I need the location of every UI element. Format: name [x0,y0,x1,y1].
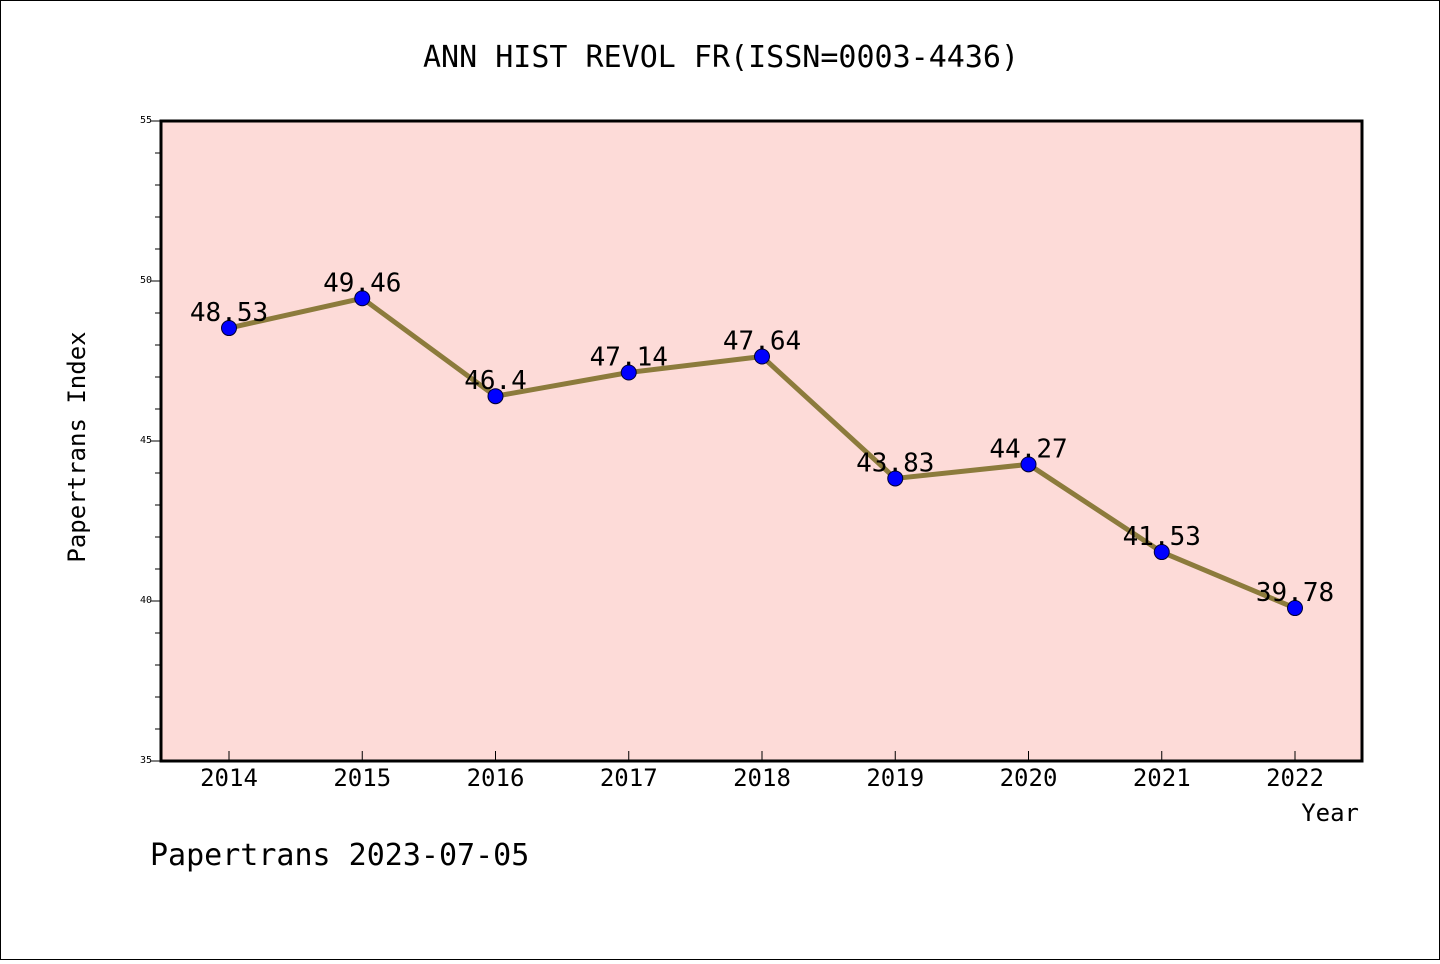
x-tick-label: 2022 [1266,764,1324,792]
plot-border [159,119,1364,763]
data-label: 49.46 [323,268,401,298]
x-tick-label: 2016 [467,764,525,792]
y-tick-label: 40 [140,595,152,606]
data-point [754,348,770,365]
y-axis: 35 40 45 50 55 [140,115,161,766]
data-label: 47.64 [723,327,801,357]
y-tick-label: 55 [140,115,152,126]
data-label: 41.53 [1123,522,1201,552]
data-label: 43.83 [856,448,934,478]
data-point [1020,456,1037,473]
y-tick-label: 45 [140,435,152,446]
x-tick-label: 2018 [733,764,791,792]
data-labels: 48.53 49.46 46.4 47.14 47.64 43.83 44.27 41.53 3… [190,268,1334,608]
data-label: 46.4 [464,366,527,396]
y-tick-label: 35 [140,755,152,766]
x-tick-label: 2020 [1000,764,1058,792]
x-tick-label: 2017 [600,764,658,792]
x-tick-label: 2019 [866,764,924,792]
series-markers [221,290,1303,617]
data-point [487,388,504,405]
data-point [354,290,371,307]
x-tick-label: 2021 [1133,764,1191,792]
plot-area [161,121,1362,761]
data-point [1287,600,1303,617]
data-label: 39.78 [1256,578,1334,608]
data-point [221,320,237,337]
chart-title: ANN HIST REVOL FR(ISSN=0003-4436) [423,40,1019,75]
x-tick-label: 2015 [333,764,391,792]
x-tick-label: 2014 [200,764,258,792]
y-axis-label: Papertrans Index [63,331,91,562]
data-label: 48.53 [190,298,268,328]
footer-text: Papertrans 2023-07-05 [150,838,529,873]
y-tick-label: 50 [140,275,152,286]
data-label: 47.14 [590,343,668,373]
x-axis-label: Year [1301,799,1359,827]
data-label: 44.27 [989,434,1067,464]
x-axis: 2014 2015 2016 2017 2018 2019 2020 2021 2022 [200,751,1324,792]
data-point [620,364,637,381]
data-point [1153,544,1170,561]
data-point [887,470,904,487]
